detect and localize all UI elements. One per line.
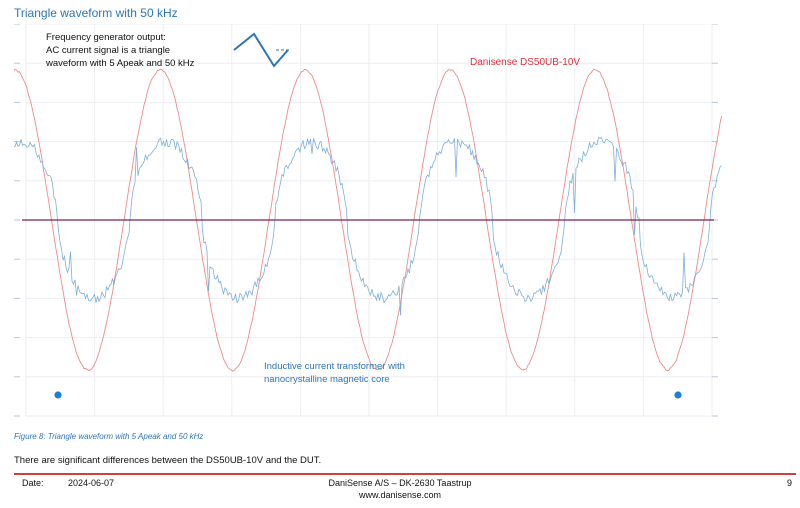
figure-caption: Figure 8: Triangle waveform with 5 Apeak…: [14, 432, 204, 441]
generator-line-1: Frequency generator output:: [46, 32, 166, 43]
footer-date: 2024-06-07: [68, 478, 115, 488]
generator-annotation: Frequency generator output: AC current s…: [46, 31, 194, 70]
danisense-trace: [0, 68, 722, 372]
generator-line-3: waveform with 5 Apeak and 50 kHz: [46, 58, 195, 69]
body-paragraph: There are significant differences betwee…: [14, 455, 322, 466]
generator-line-2: AC current signal is a triangle: [46, 45, 171, 56]
page-title: Triangle waveform with 50 kHz: [14, 6, 178, 20]
waveform-chart: [0, 23, 722, 417]
cursor-marker-right: [674, 391, 682, 399]
oscilloscope-plot: [0, 23, 722, 420]
footer-page-number: 9: [786, 478, 792, 488]
ict-annotation: Inductive current transformer with nanoc…: [264, 360, 405, 386]
danisense-label: Danisense DS50UB-10V: [470, 57, 581, 68]
footer-divider: [14, 473, 796, 475]
footer-website[interactable]: www.danisense.com: [358, 490, 442, 500]
ict-line-2: nanocrystalline magnetic core: [264, 374, 390, 385]
ict-line-1: Inductive current transformer with: [264, 361, 405, 372]
footer-company: DaniSense A/S – DK-2630 Taastrup: [328, 478, 472, 488]
axis-ticks: [14, 23, 718, 417]
ict-trace: [0, 136, 722, 316]
generator-symbol-icon: [233, 32, 290, 68]
plot-grid: [25, 23, 713, 417]
footer-date-label: Date:: [22, 478, 44, 488]
cursor-marker-left: [54, 391, 62, 399]
